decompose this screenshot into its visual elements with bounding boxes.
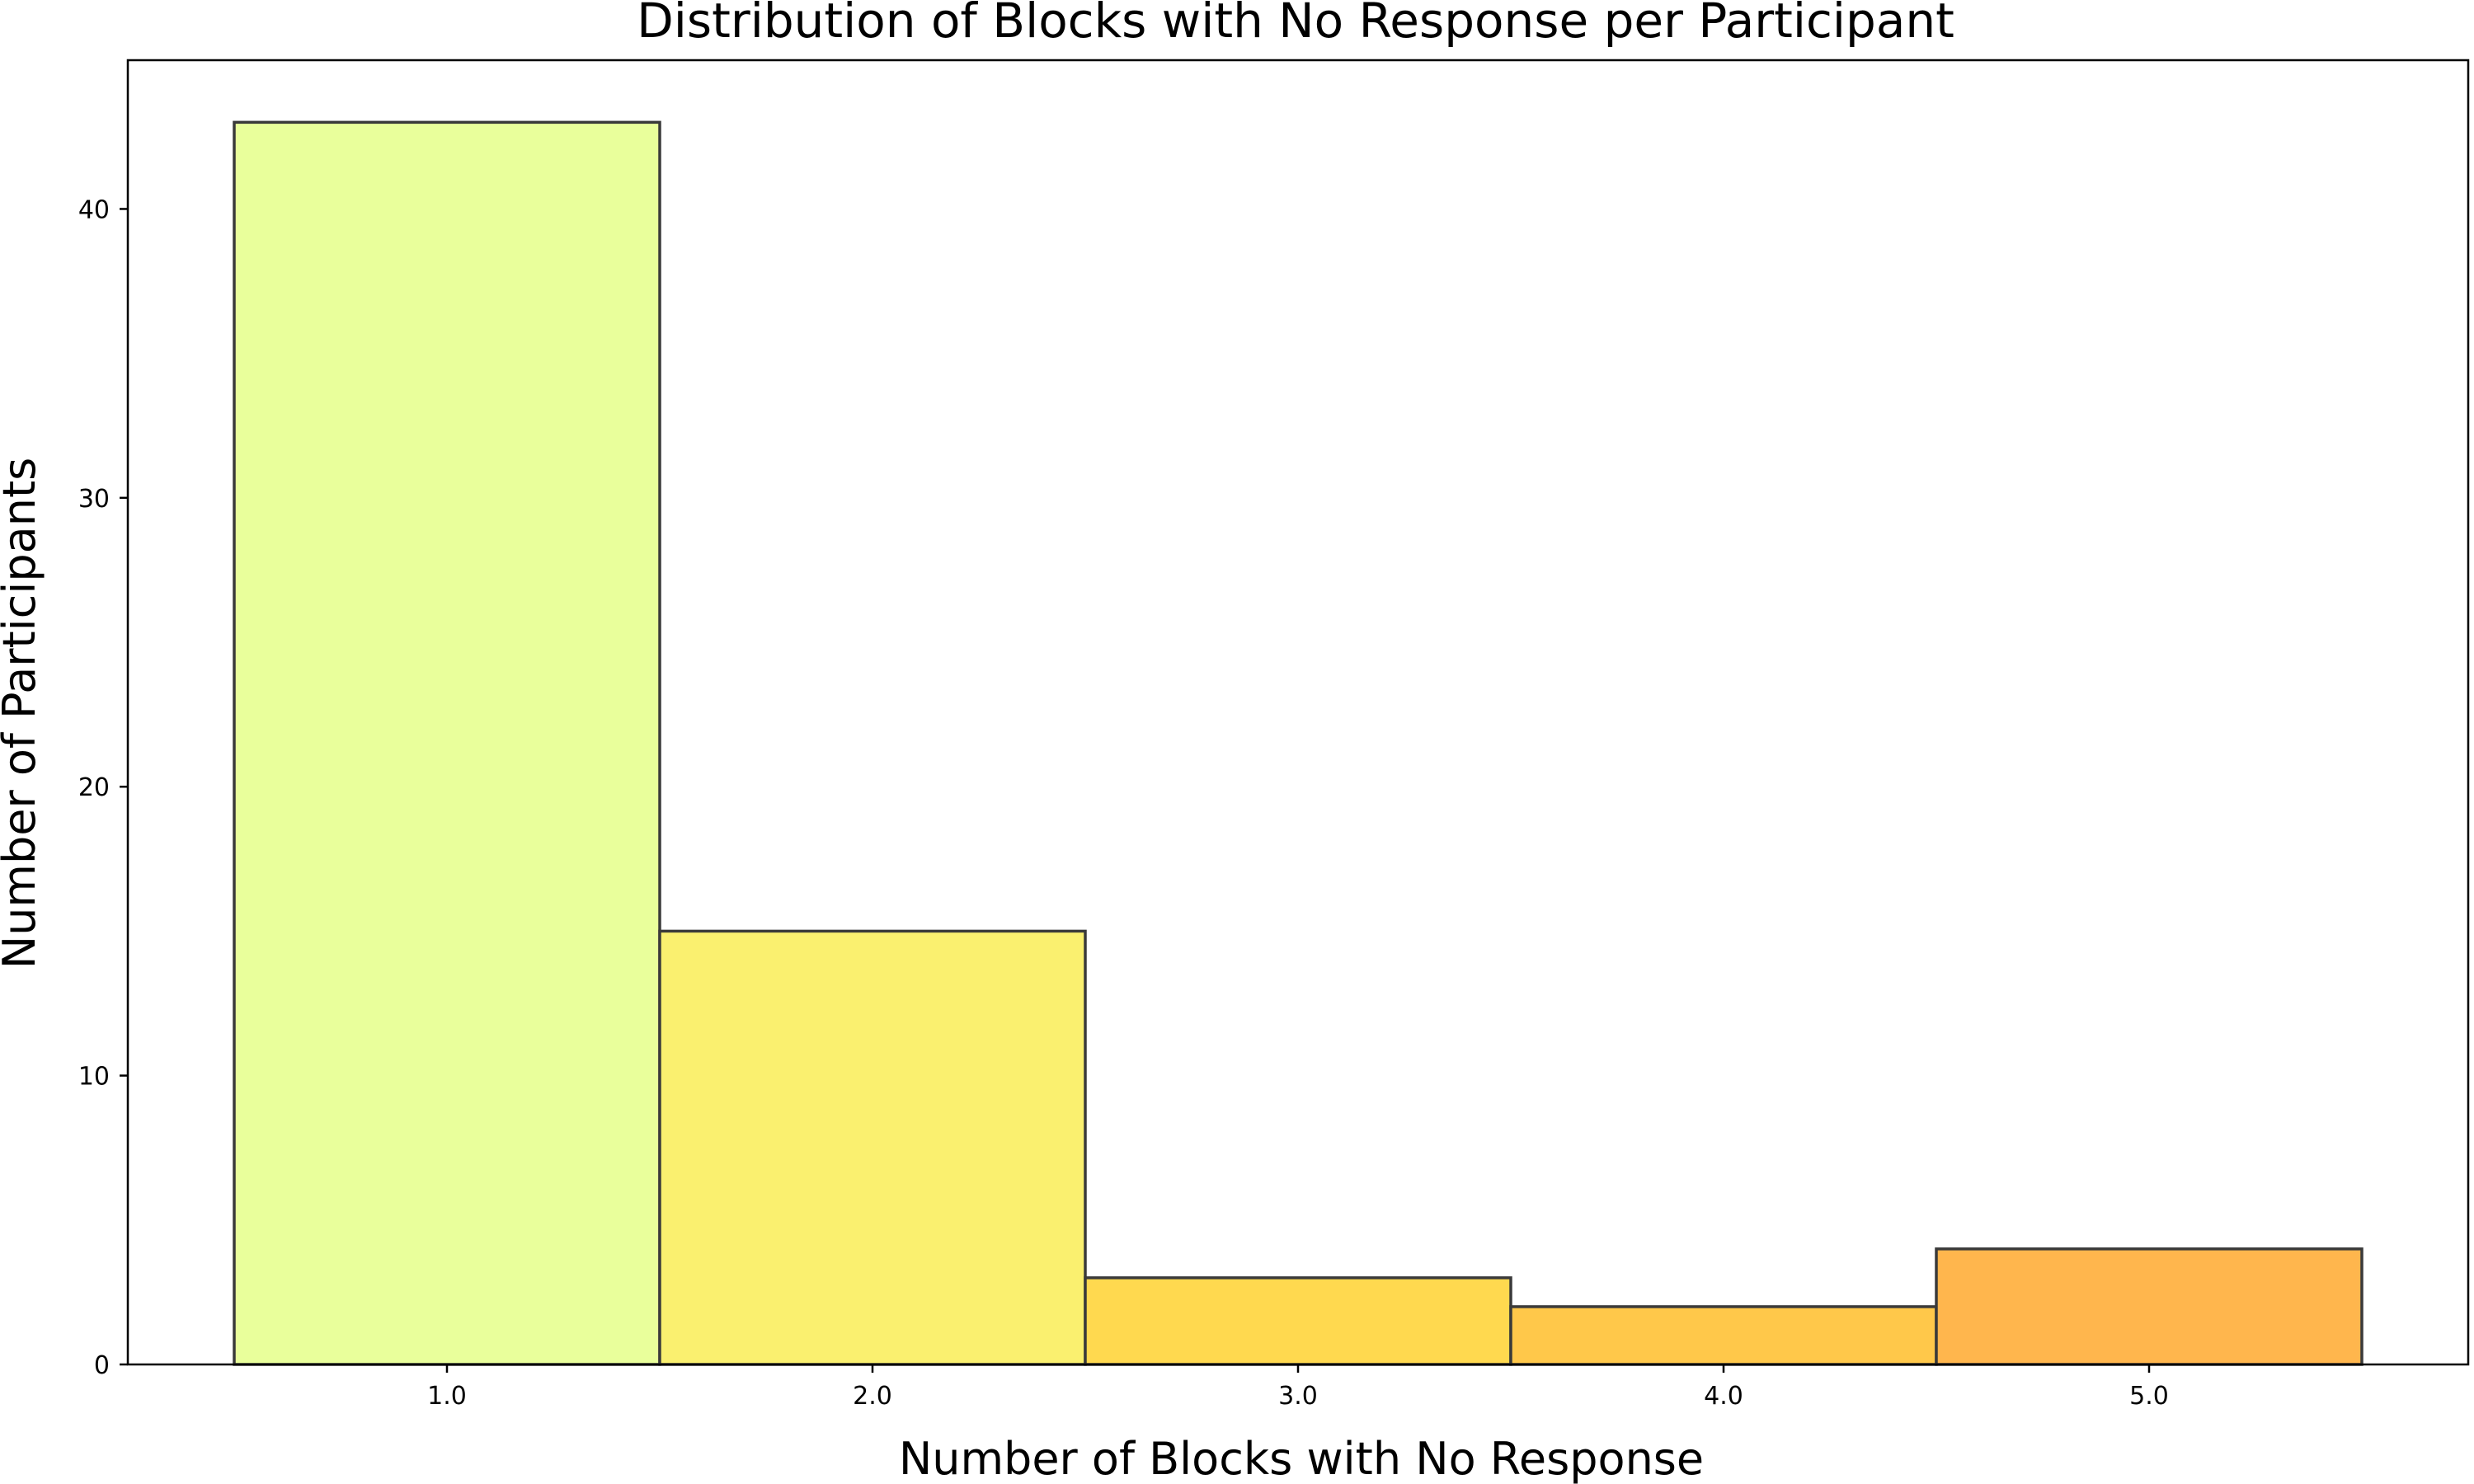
plot-frame (126, 59, 2470, 1366)
y-tick-label-30: 30 (78, 485, 110, 514)
x-tick-label-5.0: 5.0 (2129, 1382, 2169, 1411)
bar-1.0 (233, 120, 661, 1366)
x-tick-label-2.0: 2.0 (853, 1382, 892, 1411)
bars-layer (233, 120, 2363, 1366)
y-axis: 0 10 20 30 40 (78, 195, 128, 1380)
y-tick-label-10: 10 (78, 1063, 110, 1092)
bar-3.0 (1084, 1276, 1512, 1366)
x-tick-label-4.0: 4.0 (1704, 1382, 1743, 1411)
y-tick-label-0: 0 (94, 1351, 110, 1380)
x-axis-title: Number of Blocks with No Response (899, 1433, 1704, 1484)
y-tick-label-20: 20 (78, 773, 110, 802)
x-tick-label-1.0: 1.0 (427, 1382, 467, 1411)
y-axis-title: Number of Participants (0, 458, 45, 970)
bar-5.0 (1935, 1247, 2363, 1366)
bar-4.0 (1509, 1305, 1938, 1366)
x-tick-label-3.0: 3.0 (1278, 1382, 1318, 1411)
bar-2.0 (658, 929, 1087, 1366)
x-axis: 1.0 2.0 3.0 4.0 5.0 (427, 1364, 2169, 1411)
y-tick-label-40: 40 (78, 195, 110, 224)
chart-title: Distribution of Blocks with No Response … (637, 0, 1954, 49)
